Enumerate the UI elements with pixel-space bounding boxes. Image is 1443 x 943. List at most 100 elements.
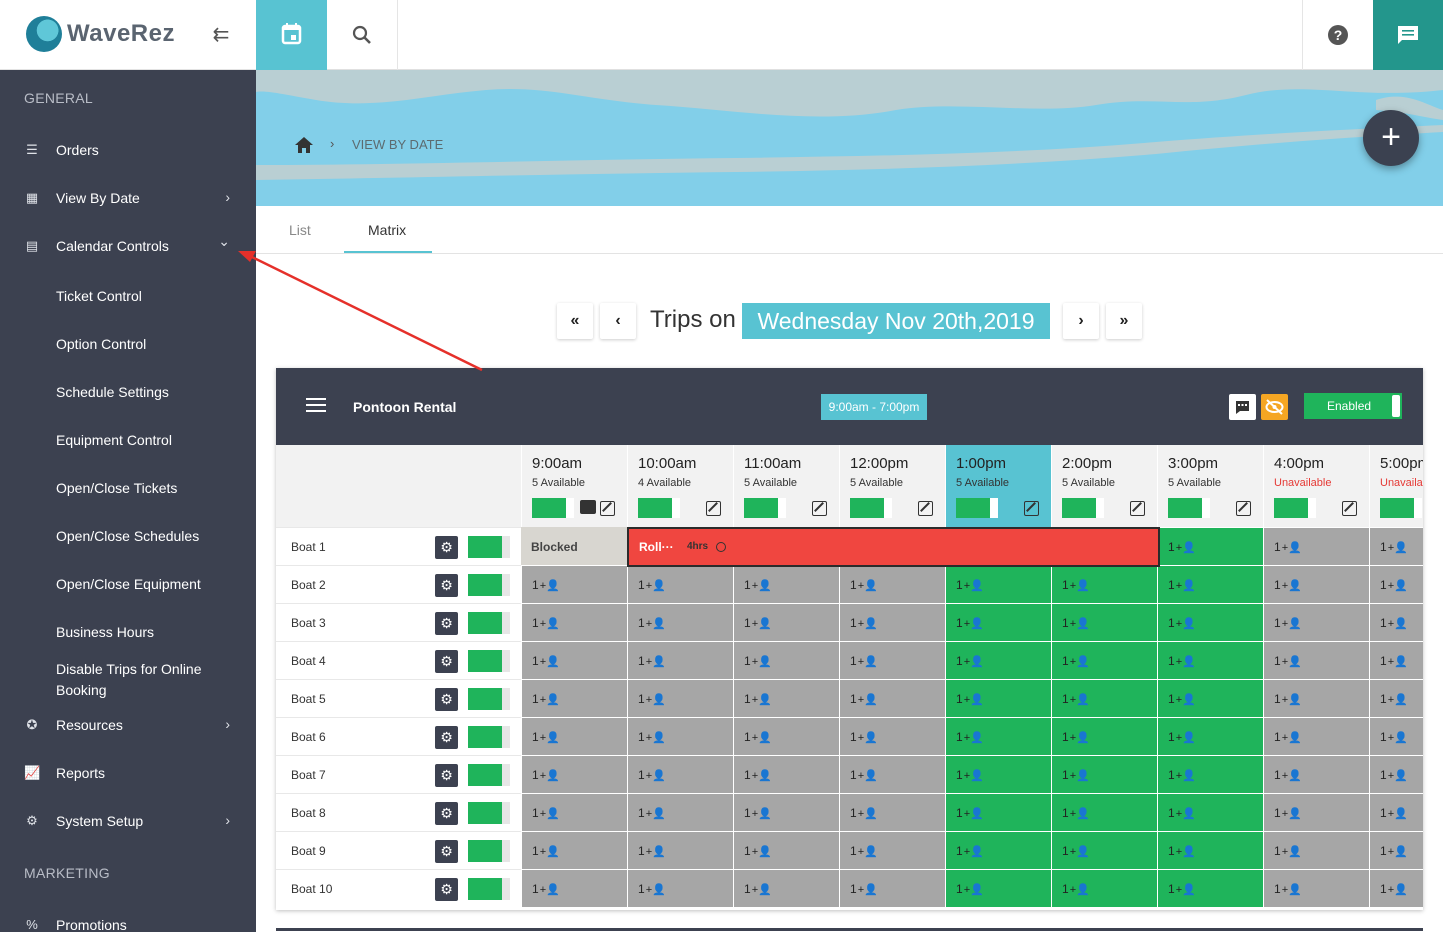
next-week-button[interactable]: » [1106,303,1142,339]
slot-cell[interactable]: 1+👤 [521,679,627,717]
slot-cell[interactable]: 1+👤 [733,793,839,831]
sidebar-item-view-by-date[interactable]: ▦ View By Date › [0,180,256,216]
slot-cell[interactable]: 1+👤 [1157,565,1263,603]
edit-icon[interactable] [1342,501,1357,516]
sidebar-subitem-open-close-equipment[interactable]: Open/Close Equipment [0,565,256,599]
slot-cell[interactable]: 1+👤 [733,869,839,907]
slot-cell[interactable]: 1+👤 [839,641,945,679]
time-slot-toggle[interactable] [1062,498,1104,518]
slot-cell[interactable]: 1+👤 [839,717,945,755]
slot-cell[interactable]: 1+👤 [733,679,839,717]
slot-cell[interactable]: 1+👤 [1051,831,1157,869]
slot-cell[interactable]: 1+👤 [839,869,945,907]
home-icon[interactable] [294,136,314,154]
settings-gear-icon[interactable]: ⚙ [435,840,458,863]
slot-cell[interactable]: 1+👤 [1263,527,1369,565]
slot-cell[interactable]: 1+👤 [627,603,733,641]
settings-gear-icon[interactable]: ⚙ [435,612,458,635]
slot-cell[interactable]: 1+👤 [1051,603,1157,641]
slot-cell[interactable]: 1+👤 [1157,527,1263,565]
slot-cell[interactable]: 1+👤 [733,755,839,793]
slot-cell[interactable]: 1+👤 [839,793,945,831]
slot-cell[interactable]: 1+👤 [1157,831,1263,869]
edit-icon[interactable] [812,501,827,516]
resource-toggle[interactable] [468,574,510,596]
slot-cell[interactable]: 1+👤 [627,831,733,869]
slot-cell[interactable]: 1+👤 [1369,793,1423,831]
prev-day-button[interactable]: ‹ [600,303,636,339]
slot-cell[interactable]: 1+👤 [1051,565,1157,603]
sidebar-subitem-option-control[interactable]: Option Control [0,325,256,359]
slot-cell[interactable]: 1+👤 [627,565,733,603]
sidebar-subitem-business-hours[interactable]: Business Hours [0,613,256,647]
slot-cell[interactable]: 1+👤 [839,565,945,603]
slot-cell[interactable]: 1+👤 [1051,679,1157,717]
comment-icon[interactable] [580,500,596,514]
slot-cell[interactable]: 1+👤 [1369,831,1423,869]
slot-cell[interactable]: 1+👤 [733,603,839,641]
slot-cell[interactable]: 1+👤 [945,679,1051,717]
slot-cell[interactable]: 1+👤 [1051,869,1157,907]
sidebar-subitem-equipment-control[interactable]: Equipment Control [0,421,256,455]
slot-cell[interactable]: 1+👤 [1157,641,1263,679]
slot-cell[interactable]: 1+👤 [1263,679,1369,717]
slot-cell[interactable]: 1+👤 [839,755,945,793]
slot-cell[interactable]: 1+👤 [1051,793,1157,831]
time-slot-toggle[interactable] [956,498,998,518]
resource-toggle[interactable] [468,536,510,558]
slot-cell[interactable]: 1+👤 [945,717,1051,755]
slot-cell[interactable]: 1+👤 [521,641,627,679]
slot-cell[interactable]: 1+👤 [1157,679,1263,717]
edit-icon[interactable] [918,501,933,516]
slot-cell[interactable]: 1+👤 [521,793,627,831]
edit-icon[interactable] [706,501,721,516]
slot-cell[interactable]: 1+👤 [521,831,627,869]
slot-cell[interactable]: 1+👤 [1157,869,1263,907]
next-day-button[interactable]: › [1063,303,1099,339]
hide-button[interactable] [1261,394,1288,420]
edit-icon[interactable] [1130,501,1145,516]
sidebar-item-promotions[interactable]: % Promotions [0,907,256,943]
sidebar-item-reports[interactable]: 📈 Reports [0,755,256,791]
slot-cell[interactable]: 1+👤 [733,717,839,755]
collapse-sidebar-icon[interactable]: ⇇ [212,24,230,46]
time-slot-toggle[interactable] [638,498,680,518]
settings-gear-icon[interactable]: ⚙ [435,574,458,597]
sidebar-item-system-setup[interactable]: ⚙ System Setup › [0,803,256,839]
slot-cell[interactable]: 1+👤 [733,565,839,603]
slot-cell[interactable]: 1+👤 [1369,679,1423,717]
slot-cell[interactable]: 1+👤 [1369,869,1423,907]
slot-cell[interactable]: 1+👤 [839,603,945,641]
resource-toggle[interactable] [468,878,510,900]
slot-cell[interactable]: 1+👤 [627,679,733,717]
sidebar-subitem-schedule-settings[interactable]: Schedule Settings [0,373,256,407]
sidebar-subitem-disable-trips[interactable]: Disable Trips for Online Booking [0,650,256,698]
menu-icon[interactable] [306,398,326,414]
slot-cell[interactable]: 1+👤 [1263,641,1369,679]
sidebar-item-calendar-controls[interactable]: ▤ Calendar Controls ⌄ [0,228,256,264]
time-slot-toggle[interactable] [1380,498,1422,518]
slot-cell[interactable]: 1+👤 [945,565,1051,603]
settings-gear-icon[interactable]: ⚙ [435,688,458,711]
slot-cell[interactable]: 1+👤 [521,603,627,641]
slot-cell[interactable]: 1+👤 [521,717,627,755]
slot-cell[interactable]: 1+👤 [945,641,1051,679]
slot-cell[interactable]: 1+👤 [521,869,627,907]
slot-cell[interactable]: 1+👤 [733,641,839,679]
slot-cell[interactable]: 1+👤 [945,831,1051,869]
slot-cell[interactable]: 1+👤 [1263,755,1369,793]
resource-toggle[interactable] [468,650,510,672]
settings-gear-icon[interactable]: ⚙ [435,878,458,901]
slot-cell[interactable]: 1+👤 [1051,717,1157,755]
booking-block[interactable]: Roll··· 4hrs [627,527,1160,567]
edit-icon[interactable] [600,501,615,516]
slot-cell[interactable]: 1+👤 [733,831,839,869]
help-button[interactable]: ? [1302,0,1373,70]
settings-gear-icon[interactable]: ⚙ [435,726,458,749]
slot-cell[interactable]: 1+👤 [945,603,1051,641]
time-slot-toggle[interactable] [744,498,786,518]
slot-cell[interactable]: 1+👤 [945,793,1051,831]
slot-cell[interactable]: 1+👤 [1369,527,1423,565]
slot-cell[interactable]: 1+👤 [945,869,1051,907]
slot-cell[interactable]: 1+👤 [627,793,733,831]
